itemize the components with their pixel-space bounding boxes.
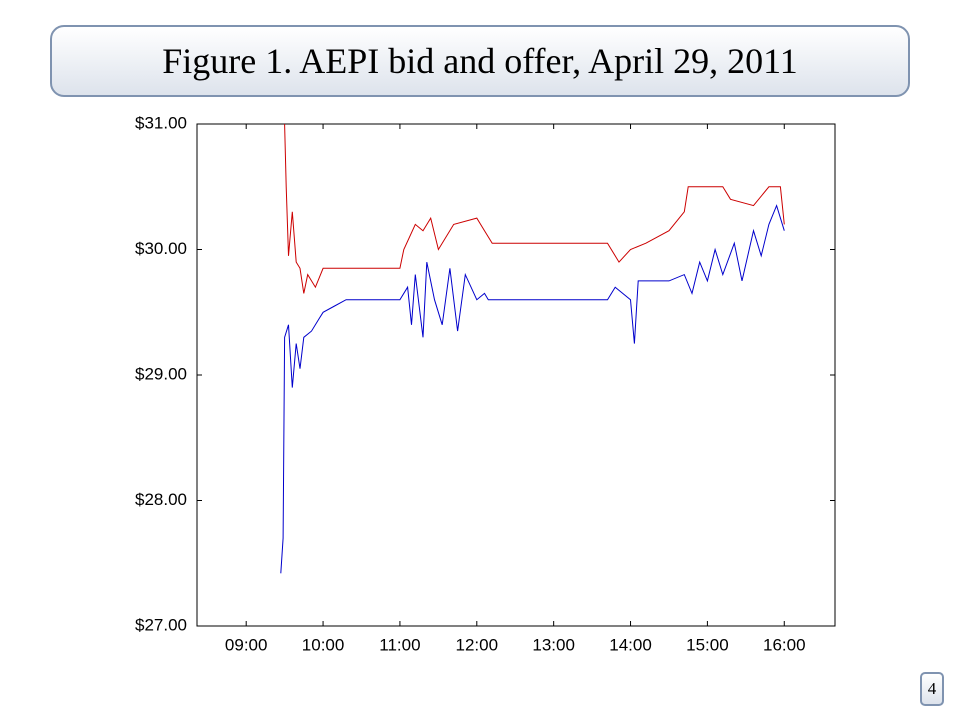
price-line xyxy=(280,204,785,574)
x-tick-label: 09:00 xyxy=(225,635,268,654)
x-tick-label: 16:00 xyxy=(763,635,806,654)
x-tick-label: 12:00 xyxy=(456,635,499,654)
y-tick-label: $28.00 xyxy=(135,490,187,509)
x-tick-label: 11:00 xyxy=(379,635,420,654)
y-tick-label: $30.00 xyxy=(135,239,187,258)
y-tick-label: $27.00 xyxy=(135,615,187,634)
y-tick-label: $31.00 xyxy=(135,113,187,132)
page-number: 4 xyxy=(927,679,937,698)
y-tick-label: $29.00 xyxy=(135,364,187,383)
plot-frame xyxy=(196,123,836,627)
x-tick-label: 15:00 xyxy=(686,635,729,654)
x-tick-label: 13:00 xyxy=(532,635,575,654)
chart: $27.00 $28.00 $29.00 $30.00 $31.00 09:00 10:00… xyxy=(135,113,836,654)
x-tick-label: 10:00 xyxy=(302,635,345,654)
x-tick-label: 14:00 xyxy=(609,635,652,654)
price-line xyxy=(284,123,785,294)
title-box: Figure 1. AEPI bid and offer, April 29, … xyxy=(50,25,910,97)
page-number-box: 4 xyxy=(920,672,944,706)
chart-title: Figure 1. AEPI bid and offer, April 29, … xyxy=(162,41,798,81)
